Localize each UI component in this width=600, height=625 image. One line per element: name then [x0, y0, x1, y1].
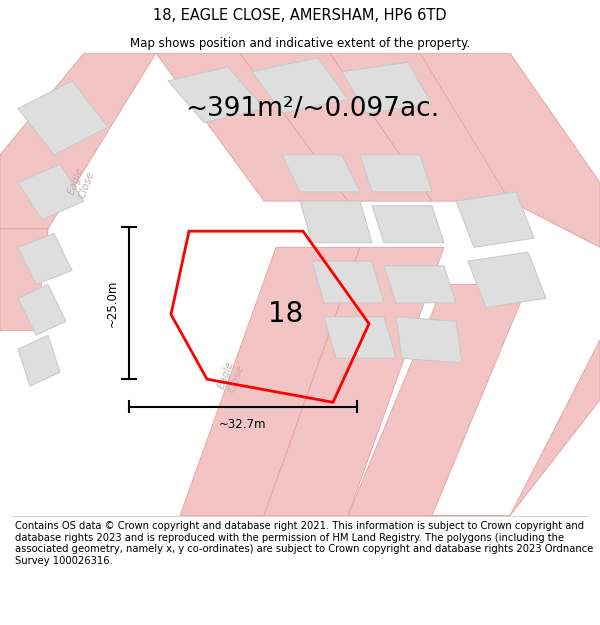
Text: 18: 18: [268, 299, 304, 328]
Polygon shape: [0, 53, 156, 229]
Text: ~32.7m: ~32.7m: [219, 418, 267, 431]
Polygon shape: [456, 192, 534, 248]
Polygon shape: [300, 201, 372, 242]
Text: Map shows position and indicative extent of the property.: Map shows position and indicative extent…: [130, 37, 470, 50]
Polygon shape: [0, 229, 48, 331]
Polygon shape: [282, 155, 360, 192]
Polygon shape: [420, 53, 600, 248]
Text: 18, EAGLE CLOSE, AMERSHAM, HP6 6TD: 18, EAGLE CLOSE, AMERSHAM, HP6 6TD: [153, 8, 447, 23]
Polygon shape: [18, 335, 60, 386]
Polygon shape: [396, 317, 462, 363]
Polygon shape: [18, 284, 66, 335]
Polygon shape: [156, 53, 348, 201]
Polygon shape: [18, 164, 84, 219]
Polygon shape: [360, 155, 432, 192]
Polygon shape: [432, 340, 600, 516]
Text: Eagle
Close: Eagle Close: [66, 166, 96, 200]
Polygon shape: [384, 266, 456, 303]
Polygon shape: [264, 248, 444, 516]
Text: ~391m²/~0.097ac.: ~391m²/~0.097ac.: [185, 96, 439, 122]
Polygon shape: [180, 248, 360, 516]
Polygon shape: [312, 261, 384, 303]
Polygon shape: [18, 234, 72, 284]
Polygon shape: [324, 317, 396, 358]
Polygon shape: [330, 53, 528, 201]
Polygon shape: [342, 62, 432, 113]
Polygon shape: [468, 252, 546, 308]
Polygon shape: [168, 67, 264, 122]
Text: ~25.0m: ~25.0m: [106, 279, 119, 326]
Polygon shape: [18, 81, 108, 155]
Polygon shape: [372, 206, 444, 242]
Polygon shape: [252, 58, 348, 113]
Text: Eagle
Close: Eagle Close: [216, 359, 246, 394]
Polygon shape: [348, 284, 528, 516]
Polygon shape: [240, 53, 432, 201]
Text: Contains OS data © Crown copyright and database right 2021. This information is : Contains OS data © Crown copyright and d…: [15, 521, 593, 566]
